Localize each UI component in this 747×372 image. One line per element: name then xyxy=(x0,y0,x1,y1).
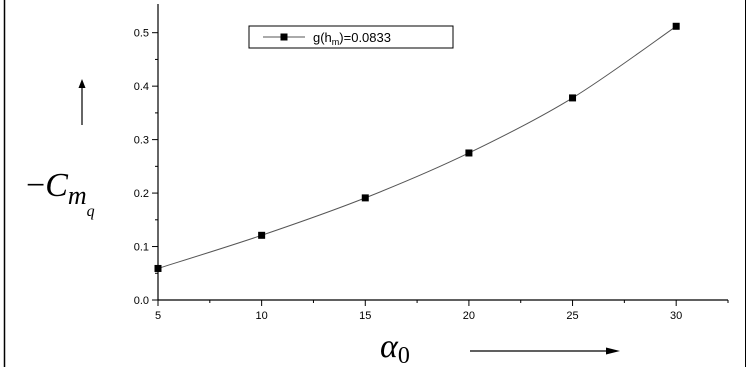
x-axis-label: α0 xyxy=(380,328,620,369)
data-point-marker xyxy=(361,194,369,202)
y-tick-label: 0.1 xyxy=(134,242,149,254)
x-tick-label: 25 xyxy=(566,310,578,322)
data-point-marker xyxy=(672,22,680,30)
plot-area xyxy=(154,22,680,272)
x-tick-label: 20 xyxy=(463,310,475,322)
y-tick-label: 0.3 xyxy=(134,135,149,147)
y-label-arrow-head xyxy=(78,79,86,88)
data-point-marker xyxy=(569,94,577,102)
legend-box xyxy=(248,25,454,49)
x-tick-label: 15 xyxy=(359,310,371,322)
y-axis-label: −Cmq xyxy=(26,79,95,220)
x-label-arrow-head xyxy=(606,347,620,355)
y-tick-label: 0.2 xyxy=(134,188,149,200)
x-label-text: α0 xyxy=(380,328,410,367)
legend: g(hm)=0.0833 xyxy=(248,25,454,49)
data-point-marker xyxy=(258,231,266,239)
x-tick-label: 10 xyxy=(256,310,268,322)
data-point-marker xyxy=(465,149,473,157)
ticks: 5 10 15 20 25 30 0.0 0.1 0.2 0.3 0.4 0.5 xyxy=(134,28,729,322)
x-tick-label: 5 xyxy=(155,310,161,322)
x-tick-label: 30 xyxy=(670,310,682,322)
y-tick-label: 0.5 xyxy=(134,28,149,40)
legend-marker xyxy=(280,33,288,41)
y-tick-label: 0.0 xyxy=(134,295,149,307)
y-tick-label: 0.4 xyxy=(134,81,149,93)
series-line xyxy=(157,25,677,269)
y-label-text: −Cmq xyxy=(26,167,95,220)
data-point-marker xyxy=(154,264,162,272)
axes xyxy=(157,4,728,301)
legend-label: g(hm)=0.0833 xyxy=(313,30,391,47)
